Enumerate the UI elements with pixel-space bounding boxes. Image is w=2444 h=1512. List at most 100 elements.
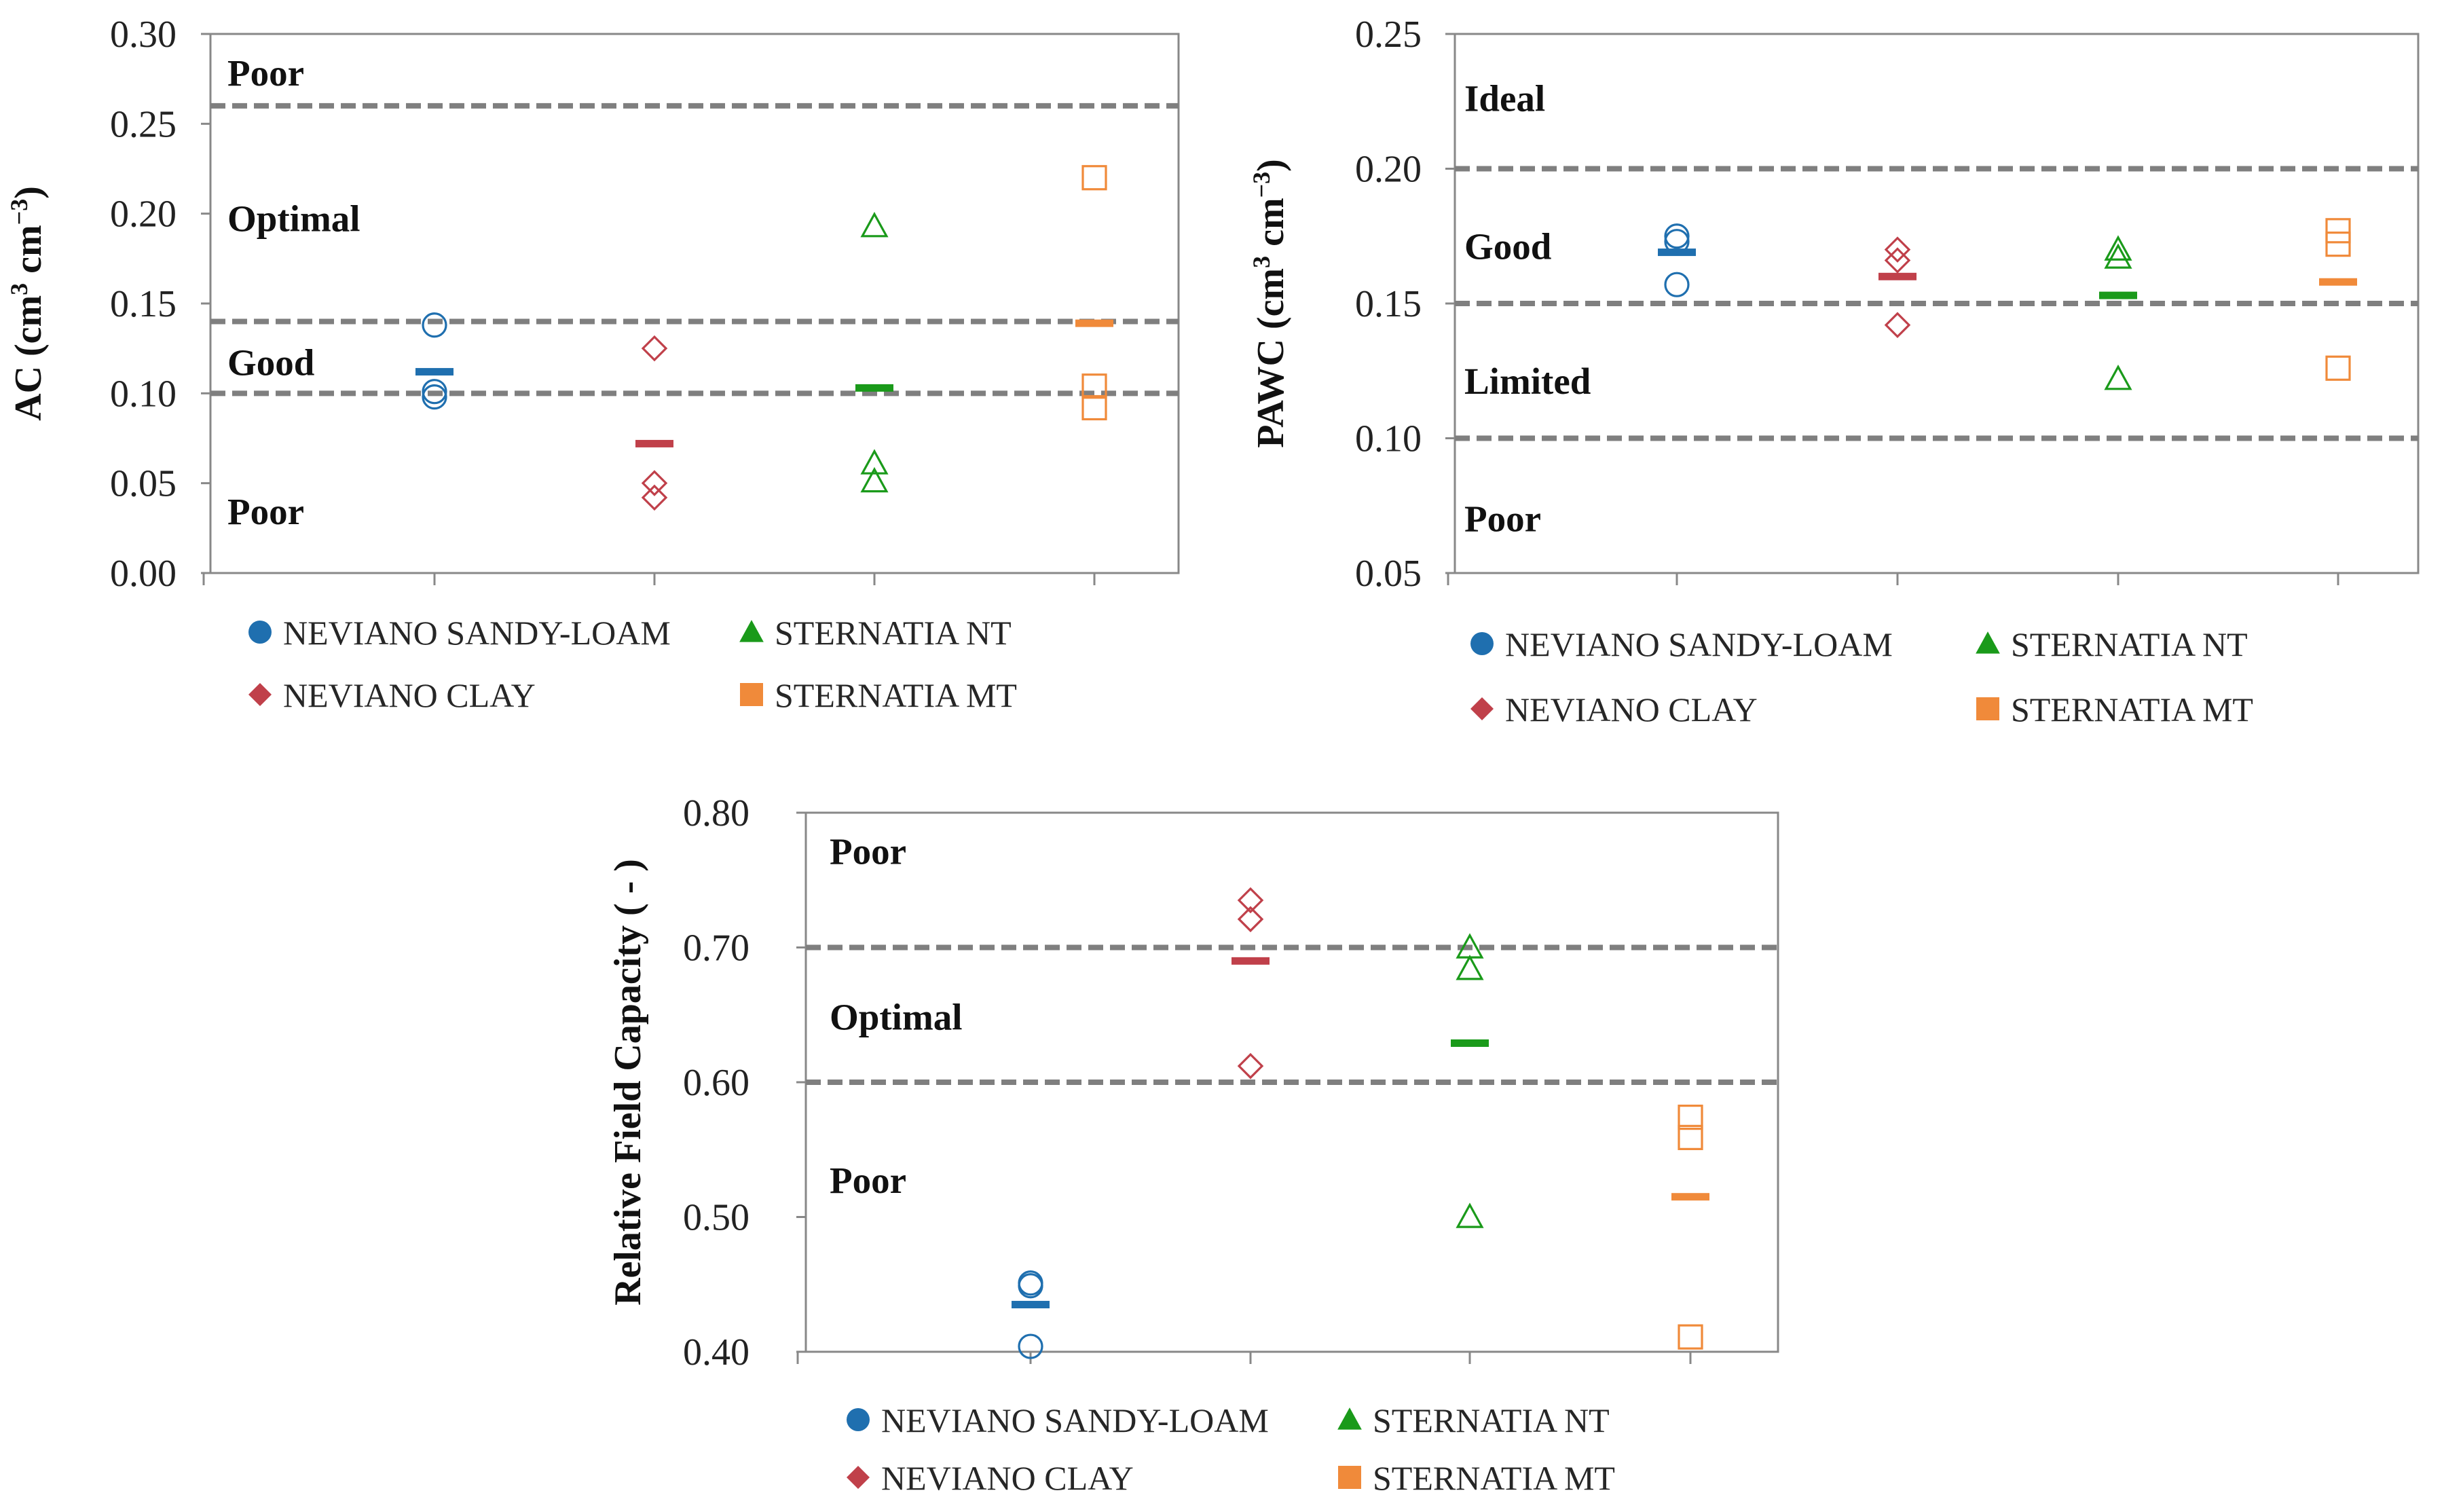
series-neviano-clay: [1232, 887, 1270, 1080]
legend-label: STERNATIA MT: [2011, 690, 2253, 729]
legend-marker-triangle: [1337, 1407, 1362, 1430]
series-sternatia-nt: [2099, 235, 2137, 390]
data-point: [1018, 1273, 1043, 1299]
zone-label: Poor: [227, 491, 304, 532]
data-point: [860, 212, 889, 238]
mean-bar: [2099, 291, 2137, 299]
data-point: [1884, 236, 1911, 263]
data-point: [2325, 218, 2351, 244]
series-neviano-clay: [1878, 236, 1917, 339]
data-point: [2104, 235, 2132, 261]
data-point: [860, 449, 889, 475]
legend-marker-square: [740, 683, 763, 706]
legend-item: NEVIANO CLAY: [248, 676, 536, 714]
zone-label: Good: [1464, 226, 1551, 268]
data-point: [1664, 223, 1690, 249]
series-sternatia-mt: [1075, 165, 1113, 421]
data-point: [1678, 1105, 1703, 1130]
legend-label: NEVIANO SANDY-LOAM: [283, 614, 671, 652]
series-neviano-sandy-loam: [415, 312, 453, 410]
data-point: [2325, 355, 2351, 381]
data-point: [1081, 394, 1107, 421]
data-point: [1678, 1324, 1703, 1350]
y-tick-label: 0.00: [110, 553, 177, 595]
y-tick-label: 0.10: [1355, 418, 1422, 460]
y-tick-label: 0.10: [110, 373, 177, 415]
legend-label: STERNATIA NT: [2011, 625, 2248, 663]
mean-bar: [1232, 957, 1270, 965]
y-tick-label: 0.20: [110, 193, 177, 236]
y-tick-label: 0.60: [683, 1062, 749, 1104]
zone-label: Poor: [830, 1160, 906, 1201]
y-tick-label: 0.15: [1355, 283, 1422, 325]
legend-item: STERNATIA MT: [1976, 690, 2253, 729]
legend-label: NEVIANO SANDY-LOAM: [1505, 625, 1893, 663]
data-point: [1884, 247, 1911, 274]
series-neviano-clay: [635, 335, 673, 511]
legend-label: NEVIANO CLAY: [283, 676, 536, 714]
mean-bar: [415, 368, 453, 376]
data-point: [1884, 312, 1911, 339]
zone-label: Ideal: [1464, 77, 1545, 119]
data-point: [1664, 229, 1690, 255]
zone-label: Limited: [1464, 361, 1591, 402]
plot-frame: [209, 33, 1180, 574]
mean-bar: [1451, 1039, 1489, 1047]
series-sternatia-nt: [855, 212, 893, 493]
legend-label: STERNATIA NT: [775, 614, 1012, 652]
legend-item: NEVIANO CLAY: [847, 1459, 1134, 1497]
y-axis-title: AC (cm3 cm−3): [5, 186, 50, 421]
legend-item: NEVIANO CLAY: [1470, 690, 1758, 729]
y-axis-title-part: cm: [1250, 198, 1292, 256]
chart-panel-pawc: 0.05 0.10 0.15 0.20 0.25 Ideal Good Limited Poor…: [1248, 14, 2420, 729]
y-axis-title-sup: −3: [5, 199, 33, 225]
data-point: [1456, 955, 1484, 980]
data-point: [641, 335, 668, 362]
legend-label: NEVIANO SANDY-LOAM: [881, 1401, 1269, 1439]
data-point: [1018, 1333, 1043, 1359]
legend-item: STERNATIA NT: [739, 614, 1012, 652]
legend-item: STERNATIA NT: [1337, 1401, 1610, 1439]
zone-label: Poor: [830, 831, 906, 872]
y-axis-title-part: ): [1250, 159, 1292, 172]
legend-label: NEVIANO CLAY: [881, 1459, 1134, 1497]
data-point: [422, 312, 447, 338]
y-axis-title-part: PAWC (cm: [1250, 268, 1292, 448]
mean-bar: [1671, 1193, 1709, 1201]
y-tick-label: 0.30: [110, 14, 177, 56]
y-tick-label: 0.70: [683, 927, 749, 970]
mean-bar: [1878, 272, 1917, 280]
y-axis-title-part: Relative Field Capacity ( - ): [607, 859, 649, 1306]
legend-label: STERNATIA NT: [1373, 1401, 1610, 1439]
y-tick-label: 0.80: [683, 792, 749, 834]
y-tick-label: 0.05: [110, 463, 177, 505]
data-point: [860, 466, 889, 493]
legend-marker-circle: [248, 621, 272, 644]
data-point: [2104, 243, 2132, 269]
series-sternatia-mt: [2319, 218, 2357, 381]
mean-bar: [635, 439, 673, 447]
legend-item: NEVIANO SANDY-LOAM: [1470, 625, 1893, 663]
zone-label: Optimal: [830, 997, 963, 1038]
y-axis-title-sup: −3: [1248, 172, 1275, 198]
zone-label: Optimal: [227, 198, 360, 240]
data-point: [422, 379, 447, 405]
legend-marker-triangle: [739, 620, 764, 642]
legend-item: STERNATIA MT: [740, 676, 1017, 714]
legend-item: STERNATIA MT: [1338, 1459, 1615, 1497]
y-axis-title: Relative Field Capacity ( - ): [607, 859, 649, 1306]
y-axis-title-part: cm: [7, 225, 50, 283]
mean-bar: [1012, 1301, 1050, 1309]
data-point: [2104, 364, 2132, 390]
data-point: [1081, 165, 1107, 191]
y-axis-title-sup: 3: [5, 283, 33, 295]
y-tick-label: 0.50: [683, 1197, 749, 1239]
data-point: [1237, 906, 1264, 933]
data-point: [1678, 1124, 1703, 1150]
legend-label: NEVIANO CLAY: [1505, 690, 1758, 729]
series-neviano-sandy-loam: [1658, 223, 1696, 297]
y-axis-title: PAWC (cm3 cm−3): [1248, 159, 1292, 448]
y-tick-label: 0.40: [683, 1331, 749, 1373]
